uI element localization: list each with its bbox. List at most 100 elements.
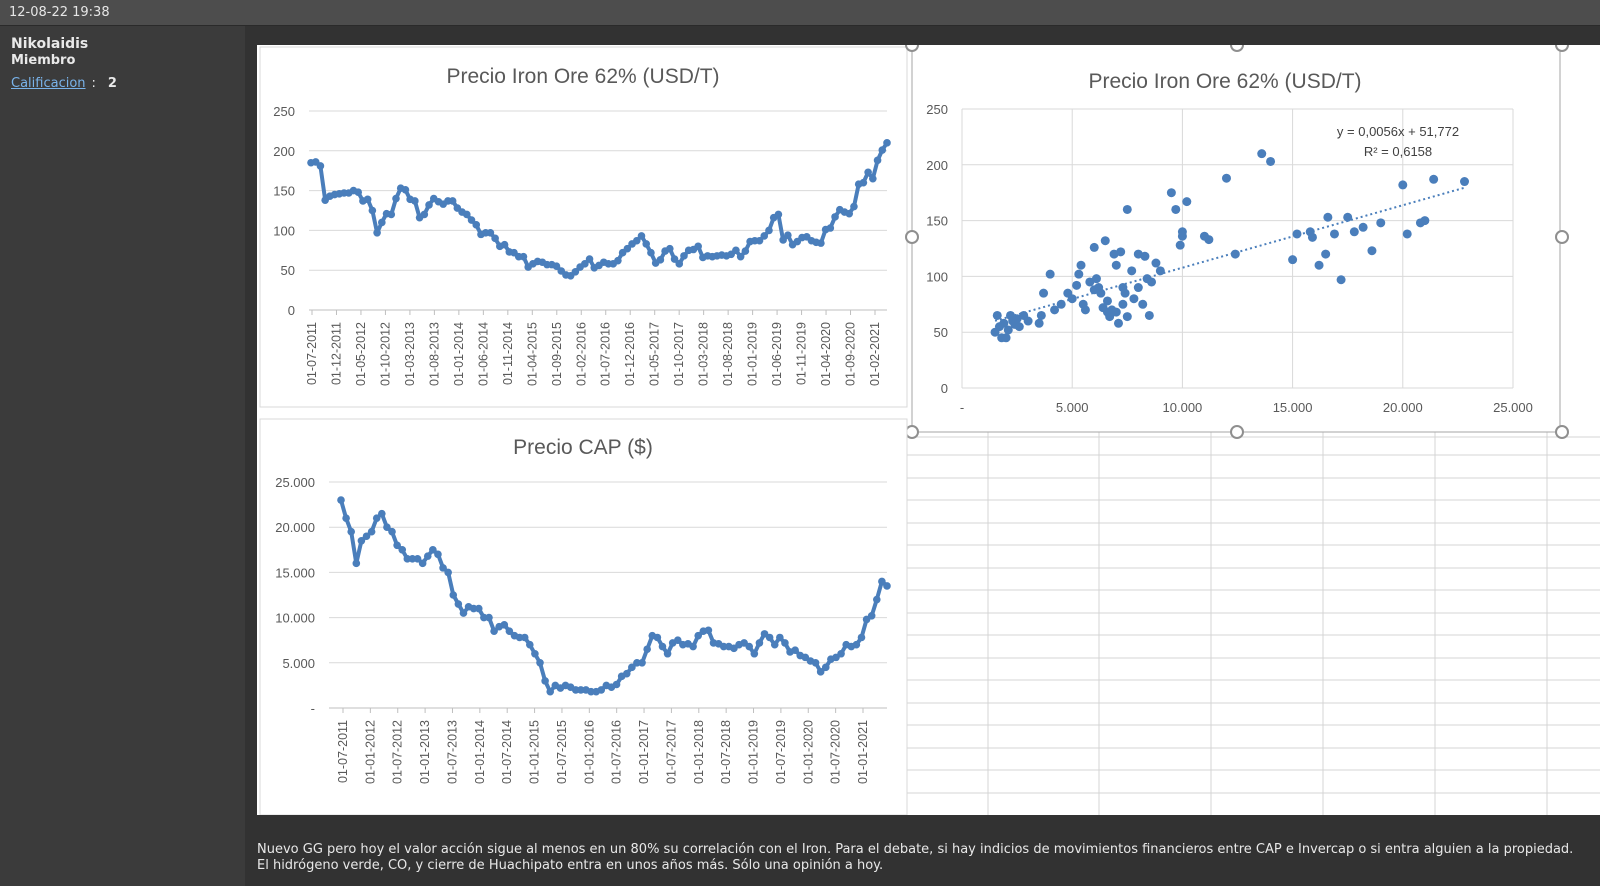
- scatter-point: [1120, 288, 1130, 298]
- data-point: [811, 659, 820, 667]
- data-point: [520, 633, 529, 642]
- data-point: [859, 178, 868, 187]
- selection-handle[interactable]: [1555, 45, 1569, 52]
- data-point: [423, 552, 432, 560]
- x-tick-label: 15.000: [1273, 400, 1313, 415]
- data-point: [490, 627, 498, 635]
- selection-handle[interactable]: [1555, 425, 1569, 439]
- x-tick-label: 01-12-2016: [623, 322, 637, 386]
- selection-handle[interactable]: [905, 425, 919, 439]
- scatter-point: [1100, 236, 1110, 246]
- scatter-point: [1358, 222, 1368, 232]
- data-point: [770, 640, 779, 649]
- x-tick-label: 01-01-2021: [856, 720, 870, 784]
- scatter-point: [1288, 255, 1298, 265]
- data-point: [474, 604, 483, 613]
- data-point: [472, 221, 481, 229]
- spreadsheet-canvas: Precio Iron Ore 62% (USD/T) 0 50 100 150 200…: [259, 45, 1600, 815]
- chart-selection-handles[interactable]: [905, 45, 1569, 439]
- x-tick-label: 01-10-2017: [672, 322, 686, 386]
- scatter-point: [999, 318, 1009, 328]
- data-point: [750, 649, 759, 658]
- data-point: [689, 642, 697, 651]
- x-tick-label: 01-09-2015: [550, 322, 564, 386]
- data-point: [653, 633, 662, 642]
- scatter-point: [1003, 325, 1013, 335]
- scatter-point: [1429, 174, 1439, 184]
- chart-iron-line-frame: [259, 46, 908, 408]
- scatter-point: [1014, 322, 1024, 332]
- x-tick-label: 01-12-2011: [329, 322, 343, 385]
- chart-iron-scatter[interactable]: Precio Iron Ore 62% (USD/T) 0 50 100 150 200…: [905, 45, 1569, 439]
- data-point: [642, 240, 651, 248]
- data-point: [850, 202, 858, 211]
- x-tick-label: 01-07-2011: [305, 322, 319, 385]
- scatter-point: [1091, 274, 1101, 284]
- data-point: [500, 240, 509, 249]
- data-point: [741, 247, 750, 255]
- rating-value: 2: [107, 76, 117, 91]
- x-tick-label: 01-06-2019: [770, 322, 784, 386]
- x-tick-label: 01-03-2018: [697, 322, 711, 386]
- y-tick-label: 10.000: [275, 611, 315, 626]
- data-point: [643, 645, 651, 654]
- y-tick-label: -: [311, 701, 315, 716]
- y-tick-label: 25.000: [275, 475, 315, 490]
- post-body-text: Nuevo GG pero hoy el valor acción sigue …: [257, 842, 1574, 873]
- x-tick-label: -: [960, 400, 964, 415]
- data-point: [612, 680, 621, 689]
- x-tick-label: 01-02-2016: [574, 322, 588, 386]
- data-point: [316, 162, 325, 170]
- scatter-point: [1144, 310, 1154, 320]
- data-point: [745, 642, 754, 651]
- scatter-point: [1056, 299, 1066, 309]
- author-name[interactable]: Nikolaidis: [11, 36, 89, 52]
- data-point: [486, 228, 495, 237]
- data-point: [857, 633, 866, 642]
- x-tick-label: 01-04-2015: [525, 322, 539, 386]
- y-tick-label: 100: [273, 223, 295, 238]
- x-tick-label: 01-07-2017: [664, 720, 678, 784]
- chart-iron-line-xticks: 01-07-2011 01-12-2011 01-05-2012 01-10-2012…: [305, 322, 882, 386]
- y-tick-label: 200: [926, 158, 948, 173]
- trendline-r-squared: R² = 0,6158: [1364, 144, 1432, 159]
- data-point: [352, 559, 361, 568]
- chart-iron-line[interactable]: Precio Iron Ore 62% (USD/T) 0 50 100 150 200…: [259, 46, 908, 408]
- scatter-point: [1147, 277, 1157, 287]
- data-point: [536, 659, 544, 667]
- data-point: [637, 232, 646, 240]
- x-tick-label: 01-07-2015: [555, 720, 569, 784]
- scatter-point: [1460, 177, 1470, 187]
- y-tick-label: 150: [273, 184, 295, 199]
- x-tick-label: 01-01-2019: [746, 322, 760, 386]
- data-point: [546, 687, 555, 696]
- scatter-point: [1420, 216, 1430, 226]
- scatter-point: [1072, 280, 1082, 290]
- x-tick-label: 01-01-2016: [582, 720, 596, 784]
- scatter-point: [1122, 204, 1132, 214]
- selection-handle[interactable]: [1230, 45, 1244, 52]
- x-tick-label: 01-10-2012: [378, 322, 392, 386]
- data-point: [831, 213, 839, 221]
- scatter-point: [1155, 266, 1165, 276]
- data-point: [413, 555, 422, 563]
- y-tick-label: 15.000: [275, 565, 315, 580]
- x-tick-label: 01-01-2017: [637, 720, 651, 784]
- data-point: [817, 239, 825, 247]
- selection-handle[interactable]: [905, 45, 919, 52]
- x-tick-label: 01-01-2014: [452, 322, 466, 386]
- selection-handle[interactable]: [1555, 230, 1569, 244]
- chart-cap-line[interactable]: Precio CAP ($) - 5.000 10.000 15.000 20.000 2…: [259, 418, 908, 815]
- rating-link[interactable]: Calificacion: [11, 76, 86, 91]
- data-point: [585, 255, 594, 263]
- selection-handle[interactable]: [905, 230, 919, 244]
- scatter-point: [1314, 260, 1324, 270]
- data-point: [373, 228, 381, 237]
- selection-handle[interactable]: [1230, 425, 1244, 439]
- scatter-point: [1376, 218, 1386, 228]
- y-tick-label: 50: [934, 325, 948, 340]
- x-tick-label: 01-05-2017: [648, 322, 662, 386]
- data-point: [837, 649, 845, 658]
- scatter-point: [1321, 249, 1331, 259]
- scatter-point: [1096, 288, 1106, 298]
